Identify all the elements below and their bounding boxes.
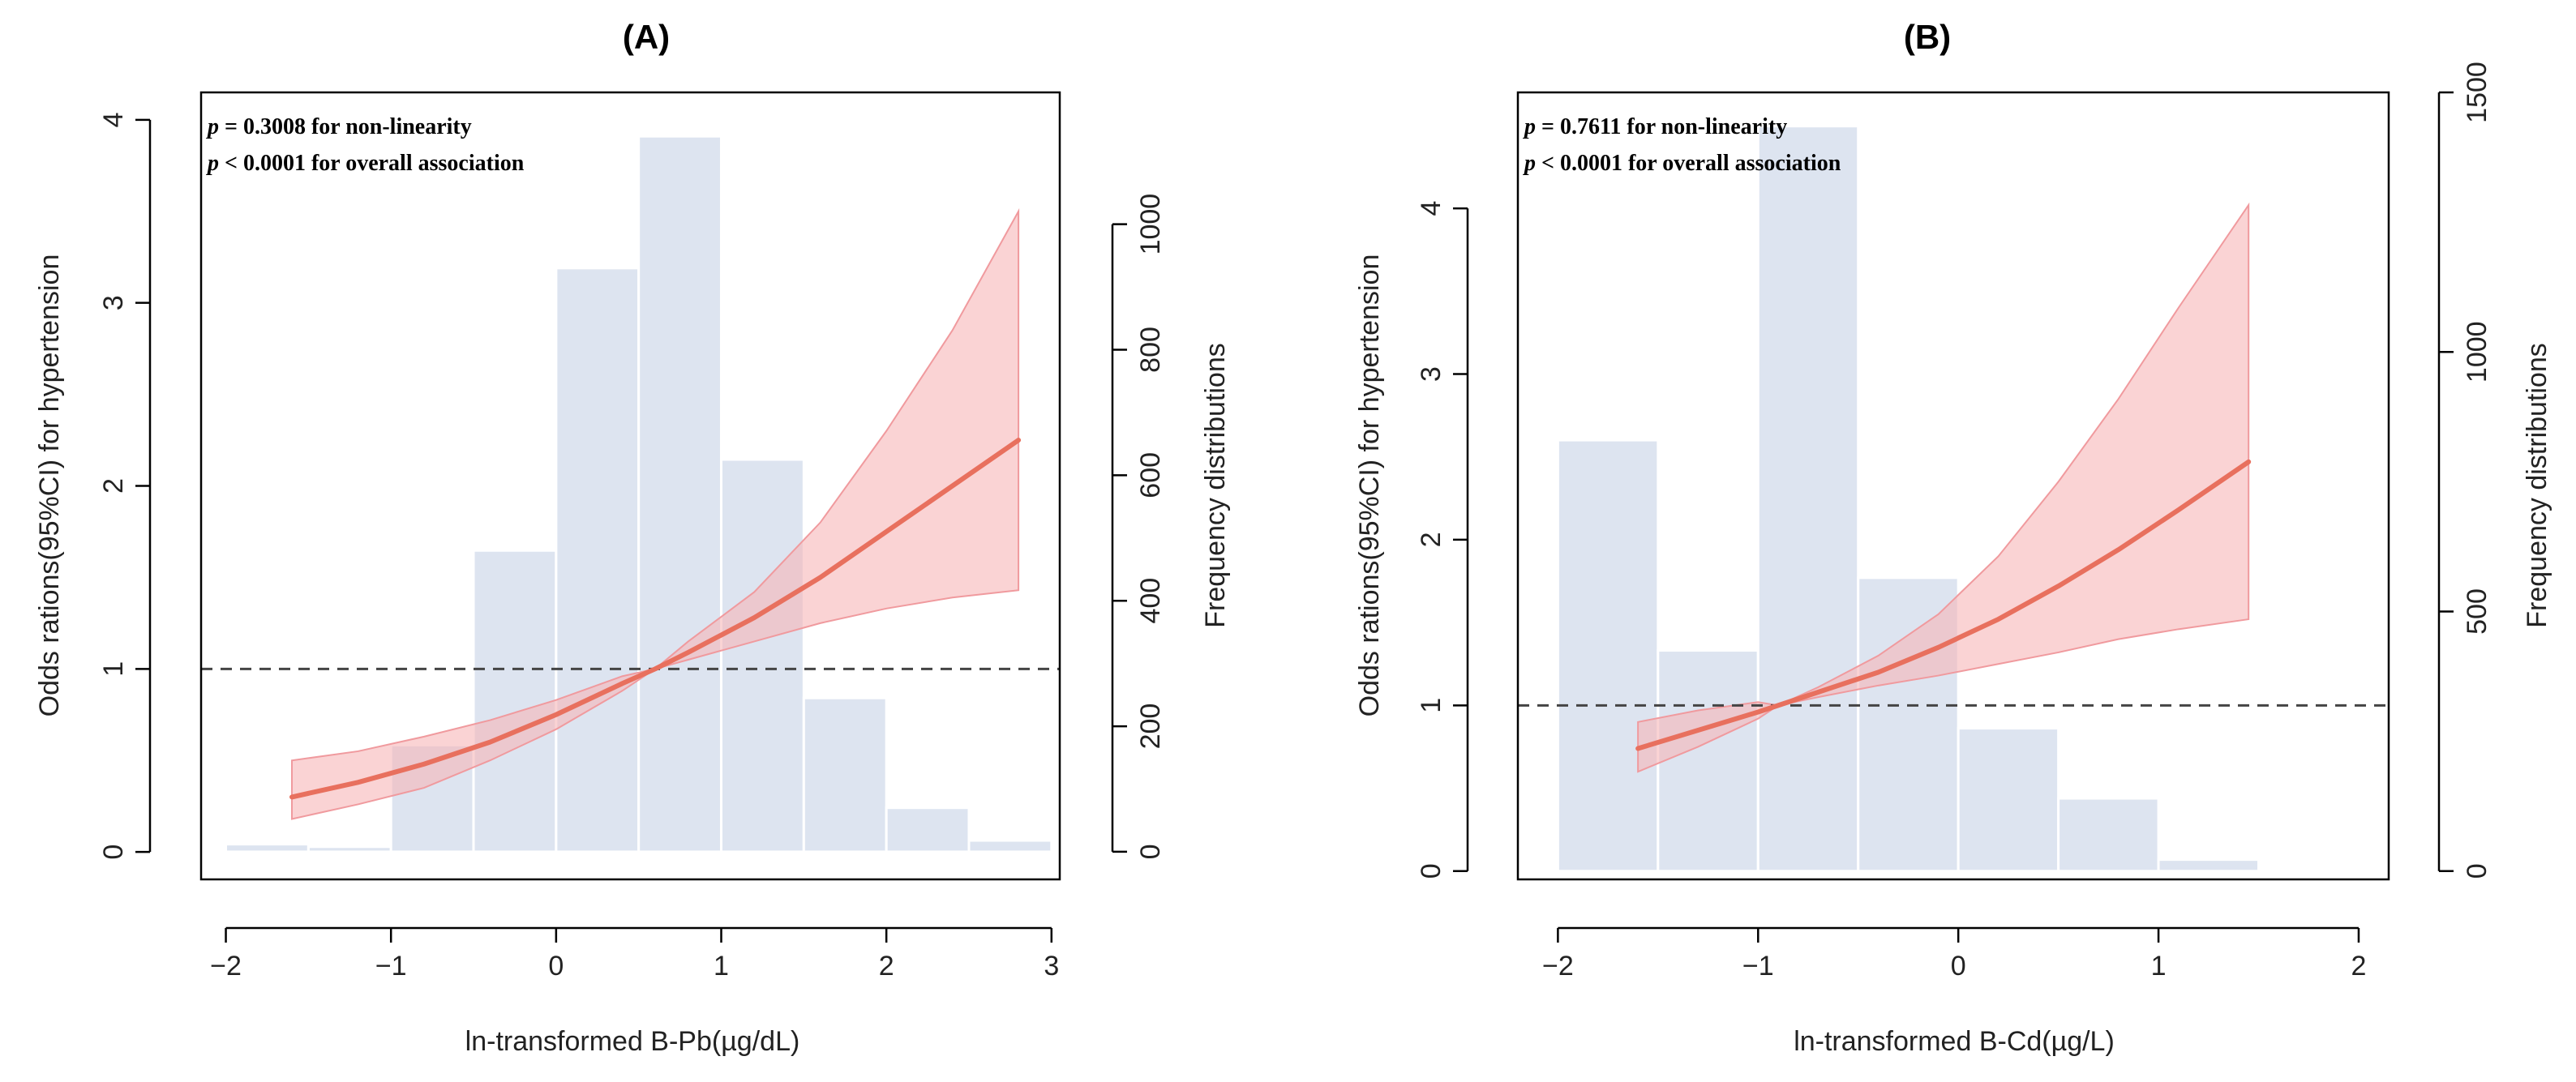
y-right-tick-label: 400 bbox=[1135, 578, 1166, 624]
y-right-tick-label: 1500 bbox=[2462, 62, 2492, 123]
panel-b-or-curve bbox=[1635, 459, 2252, 751]
x-tick-label: 2 bbox=[2351, 951, 2367, 981]
histogram-bar bbox=[2057, 797, 2160, 873]
x-tick-label: 2 bbox=[879, 951, 894, 981]
histogram-bar bbox=[2157, 858, 2261, 873]
histogram-bar bbox=[1756, 125, 1860, 873]
panel-a-or-curve bbox=[289, 438, 1022, 800]
histogram-bar bbox=[967, 839, 1053, 853]
panel-b-histogram bbox=[1556, 125, 2360, 873]
y-right-tick-label: 800 bbox=[1135, 327, 1166, 373]
panel-a-y-axis-left: 0 1 2 3 4 bbox=[98, 112, 152, 860]
panel-b-title: (B) bbox=[1904, 18, 1951, 56]
histogram-bar bbox=[720, 458, 805, 853]
panel-a-ci-band bbox=[291, 207, 1020, 820]
panel-b-x-axis: −2 −1 0 1 2 bbox=[1542, 926, 2367, 981]
panel-b: (B) −2 −1 0 1 2 0 1 2 3 4 0 500 1000 1500 p = 0.761… bbox=[1354, 18, 2552, 1057]
histogram-bar bbox=[472, 549, 558, 853]
histogram-bar bbox=[555, 267, 641, 853]
panel-a-annotation-1: p = 0.3008 for non-linearity bbox=[206, 114, 472, 139]
histogram-bar bbox=[225, 843, 310, 853]
x-tick-label: 1 bbox=[714, 951, 729, 981]
panel-a-y-axis-right: 0 200 400 600 800 1000 bbox=[1111, 194, 1166, 859]
panel-b-y-axis-right: 0 500 1000 1500 bbox=[2437, 62, 2492, 879]
panel-a: (A) −2 −1 0 1 2 3 0 1 2 3 4 0 200 400 600 800 1000 p =… bbox=[34, 18, 1231, 1057]
histogram-bar bbox=[306, 845, 392, 853]
histogram-bar bbox=[1957, 727, 2060, 873]
x-tick-label: −2 bbox=[1542, 951, 1574, 981]
panel-a-histogram bbox=[225, 135, 1053, 853]
panel-a-x-axis-title: ln-transformed B-Pb(µg/dL) bbox=[465, 1026, 800, 1057]
x-tick-label: −2 bbox=[210, 951, 242, 981]
panel-a-y-axis-right-title: Frequency distributions bbox=[1200, 343, 1231, 628]
panel-b-annotation-1: p = 0.7611 for non-linearity bbox=[1523, 114, 1787, 139]
panel-b-plot-frame bbox=[1516, 91, 2390, 881]
y-right-tick-label: 0 bbox=[2462, 863, 2492, 879]
panel-a-y-axis-left-title: Odds rations(95%CI) for hypertension bbox=[34, 254, 65, 717]
y-left-tick-label: 3 bbox=[98, 295, 129, 310]
y-left-tick-label: 0 bbox=[1416, 863, 1447, 879]
y-left-tick-label: 4 bbox=[1416, 201, 1447, 216]
y-left-tick-label: 2 bbox=[1416, 532, 1447, 547]
y-right-tick-label: 1000 bbox=[1135, 194, 1166, 255]
y-right-tick-label: 200 bbox=[1135, 704, 1166, 750]
y-right-tick-label: 500 bbox=[2462, 588, 2492, 635]
x-tick-label: 0 bbox=[1951, 951, 1966, 981]
panel-b-y-axis-left: 0 1 2 3 4 bbox=[1416, 201, 1469, 879]
x-tick-label: −1 bbox=[375, 951, 407, 981]
histogram-bar bbox=[885, 806, 971, 853]
y-left-tick-label: 0 bbox=[98, 845, 129, 860]
y-right-tick-label: 0 bbox=[1135, 844, 1166, 859]
x-tick-label: −1 bbox=[1742, 951, 1774, 981]
histogram-bar bbox=[1657, 649, 1759, 873]
x-tick-label: 1 bbox=[2151, 951, 2167, 981]
x-tick-label: 0 bbox=[548, 951, 564, 981]
y-left-tick-label: 1 bbox=[98, 661, 129, 677]
y-left-tick-label: 1 bbox=[1416, 698, 1447, 713]
panel-b-x-axis-title: ln-transformed B-Cd(µg/L) bbox=[1794, 1026, 2115, 1057]
panel-b-y-axis-right-title: Frequency distributions bbox=[2522, 343, 2552, 628]
y-left-tick-label: 2 bbox=[98, 478, 129, 494]
y-right-tick-label: 1000 bbox=[2462, 321, 2492, 383]
panel-a-x-axis: −2 −1 0 1 2 3 bbox=[210, 926, 1059, 981]
y-right-tick-label: 600 bbox=[1135, 452, 1166, 498]
histogram-bar bbox=[637, 135, 723, 853]
y-left-tick-label: 3 bbox=[1416, 366, 1447, 382]
histogram-bar bbox=[802, 696, 888, 853]
y-left-tick-label: 4 bbox=[98, 112, 129, 127]
panel-b-annotation-2: p < 0.0001 for overall association bbox=[1523, 151, 1841, 176]
panel-b-y-axis-left-title: Odds rations(95%CI) for hypertension bbox=[1354, 254, 1385, 717]
panel-a-title: (A) bbox=[623, 18, 670, 56]
histogram-bar bbox=[1556, 438, 1660, 873]
histogram-bar bbox=[2257, 868, 2360, 873]
panel-a-plot-frame bbox=[199, 91, 1061, 881]
panel-a-annotation-2: p < 0.0001 for overall association bbox=[206, 151, 525, 176]
x-tick-label: 3 bbox=[1044, 951, 1059, 981]
